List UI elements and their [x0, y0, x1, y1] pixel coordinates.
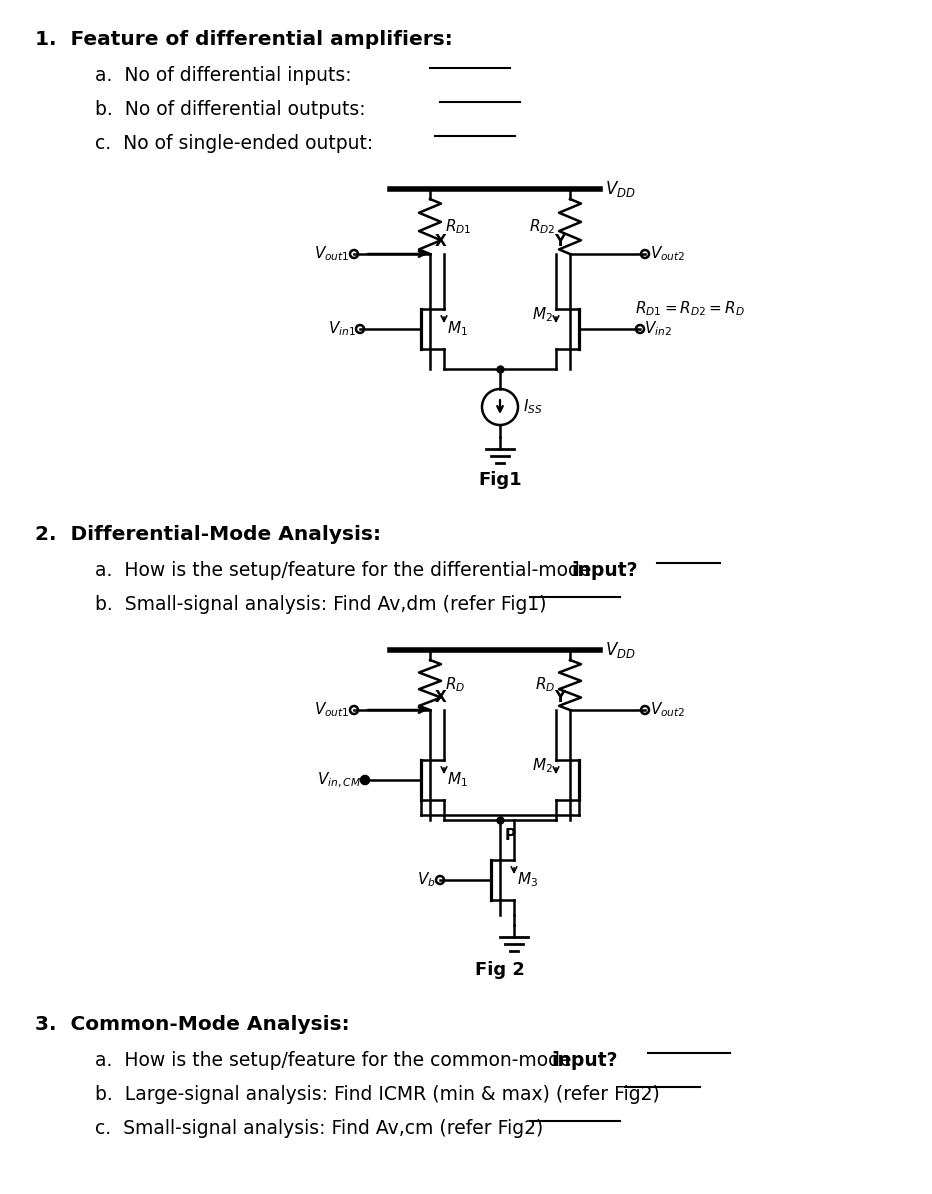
Text: X: X	[435, 234, 446, 250]
Text: a.  How is the setup/feature for the differential-mode: a. How is the setup/feature for the diff…	[95, 561, 597, 580]
Text: $V_{out1}$: $V_{out1}$	[314, 245, 350, 264]
Text: 1.  Feature of differential amplifiers:: 1. Feature of differential amplifiers:	[35, 30, 453, 49]
Text: $M_2$: $M_2$	[532, 306, 553, 324]
Text: 2.  Differential-Mode Analysis:: 2. Differential-Mode Analysis:	[35, 525, 381, 544]
Text: $V_{out1}$: $V_{out1}$	[314, 701, 350, 719]
Text: P: P	[505, 827, 516, 843]
Text: $R_D$: $R_D$	[445, 676, 465, 695]
Text: $I_{SS}$: $I_{SS}$	[523, 398, 542, 417]
Text: $V_b$: $V_b$	[418, 870, 436, 890]
Text: c.  No of single-ended output:: c. No of single-ended output:	[95, 134, 373, 153]
Text: a.  How is the setup/feature for the common-mode: a. How is the setup/feature for the comm…	[95, 1051, 578, 1070]
Text: $R_{D1} = R_{D2} = R_D$: $R_{D1} = R_{D2} = R_D$	[635, 300, 745, 319]
Text: $V_{in1}$: $V_{in1}$	[328, 320, 356, 338]
Text: $M_2$: $M_2$	[532, 756, 553, 775]
Text: $V_{DD}$: $V_{DD}$	[605, 179, 636, 199]
Text: $V_{out2}$: $V_{out2}$	[650, 245, 686, 264]
Text: $V_{DD}$: $V_{DD}$	[605, 640, 636, 660]
Text: Y: Y	[554, 690, 565, 704]
Text: $R_D$: $R_D$	[535, 676, 555, 695]
Text: $R_{D1}$: $R_{D1}$	[445, 217, 472, 236]
Text: $V_{in2}$: $V_{in2}$	[644, 320, 672, 338]
Text: c.  Small-signal analysis: Find Av,cm (refer Fig2): c. Small-signal analysis: Find Av,cm (re…	[95, 1119, 543, 1138]
Text: input?: input?	[571, 561, 637, 580]
Text: X: X	[435, 690, 446, 704]
Text: input?: input?	[551, 1051, 618, 1070]
Text: Fig 2: Fig 2	[475, 961, 525, 979]
Text: $R_{D2}$: $R_{D2}$	[528, 217, 555, 236]
Text: $M_1$: $M_1$	[447, 320, 468, 338]
Text: b.  Small-signal analysis: Find Av,dm (refer Fig1): b. Small-signal analysis: Find Av,dm (re…	[95, 595, 546, 614]
Text: Y: Y	[554, 234, 565, 250]
Text: a.  No of differential inputs:: a. No of differential inputs:	[95, 66, 351, 85]
Text: $M_1$: $M_1$	[447, 770, 468, 789]
Text: $M_3$: $M_3$	[517, 870, 538, 890]
Text: $V_{out2}$: $V_{out2}$	[650, 701, 686, 719]
Text: 3.  Common-Mode Analysis:: 3. Common-Mode Analysis:	[35, 1015, 350, 1034]
Text: $V_{in,CM}$: $V_{in,CM}$	[317, 770, 361, 789]
Text: Fig1: Fig1	[478, 470, 522, 490]
Text: b.  No of differential outputs:: b. No of differential outputs:	[95, 100, 365, 119]
Text: b.  Large-signal analysis: Find ICMR (min & max) (refer Fig2): b. Large-signal analysis: Find ICMR (min…	[95, 1085, 660, 1104]
